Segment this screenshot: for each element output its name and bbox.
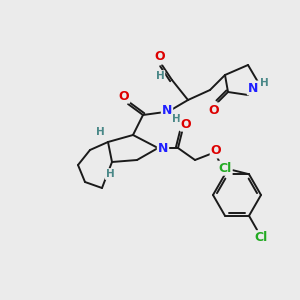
Text: O: O bbox=[181, 118, 191, 130]
Text: H: H bbox=[172, 114, 180, 124]
Text: N: N bbox=[158, 142, 168, 154]
Text: Cl: Cl bbox=[218, 162, 232, 175]
Text: N: N bbox=[162, 104, 172, 118]
Text: O: O bbox=[155, 50, 165, 64]
Text: H: H bbox=[260, 78, 268, 88]
Text: O: O bbox=[211, 145, 221, 158]
Text: O: O bbox=[209, 103, 219, 116]
Text: O: O bbox=[119, 89, 129, 103]
Text: N: N bbox=[248, 82, 258, 94]
Text: Cl: Cl bbox=[254, 231, 268, 244]
Text: H: H bbox=[156, 71, 164, 81]
Text: H: H bbox=[106, 169, 114, 179]
Text: H: H bbox=[96, 127, 104, 137]
